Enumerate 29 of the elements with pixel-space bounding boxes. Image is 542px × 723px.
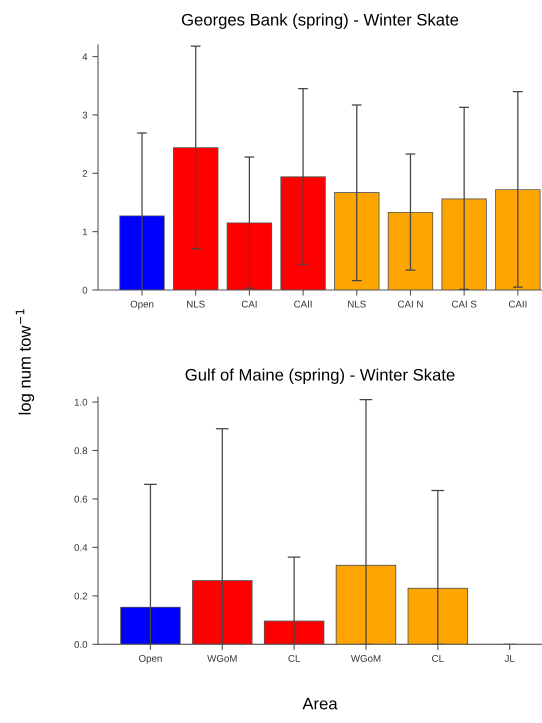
y-tick-label: 2 bbox=[82, 170, 88, 177]
chart-title: Gulf of Maine (spring) - Winter Skate bbox=[186, 368, 454, 384]
x-tick-label: NLS bbox=[187, 300, 205, 308]
y-tick-label: 0.8 bbox=[74, 447, 88, 454]
y-tick-label: 0.6 bbox=[74, 496, 88, 503]
x-tick-label: NLS bbox=[348, 300, 366, 308]
x-tick-label: JL bbox=[504, 655, 514, 662]
y-tick-label: 0.4 bbox=[74, 544, 88, 552]
y-axis-title: log num tow$^{−1}$ bbox=[16, 309, 34, 414]
y-tick-label: 0.0 bbox=[74, 641, 88, 648]
x-tick-label: Open bbox=[139, 654, 162, 664]
y-tick-label: 4 bbox=[82, 53, 88, 60]
y-tick-label: 0 bbox=[82, 286, 88, 294]
y-tick-label: 0.2 bbox=[74, 592, 88, 600]
x-tick-label: Open bbox=[130, 300, 154, 310]
y-tick-label: 1 bbox=[82, 228, 88, 236]
x-axis-title: Area bbox=[302, 698, 338, 710]
x-tick-label: CAI N bbox=[398, 300, 423, 308]
y-tick-label: 3 bbox=[82, 112, 88, 119]
x-tick-label: WGoM bbox=[207, 654, 237, 662]
x-tick-label: CAII bbox=[294, 300, 312, 308]
x-tick-label: CAI S bbox=[452, 300, 476, 308]
x-tick-label: CL bbox=[288, 654, 300, 662]
x-tick-label: CL bbox=[432, 654, 444, 662]
x-tick-label: WGoM bbox=[350, 654, 380, 662]
chart-title: Georges Bank (spring) - Winter Skate bbox=[182, 13, 458, 29]
x-tick-label: CAII bbox=[508, 300, 526, 308]
y-tick-label: 1.0 bbox=[74, 398, 88, 406]
x-tick-label: CAI bbox=[242, 300, 257, 308]
